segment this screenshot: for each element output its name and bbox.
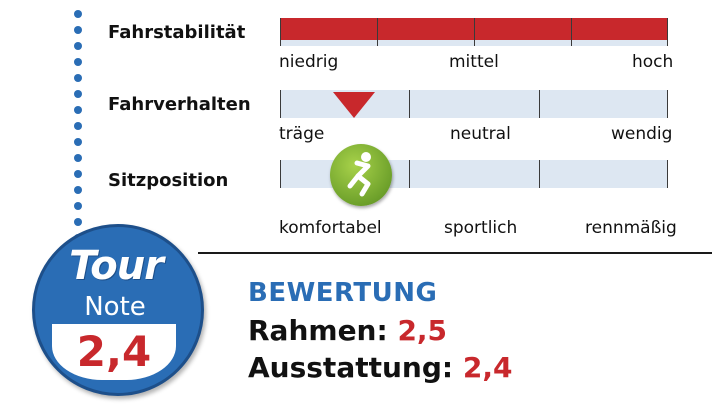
ausstattung-label: Ausstattung: — [248, 351, 454, 384]
scale-niedrig: niedrig — [279, 52, 339, 72]
scale-komfortabel: komfortabel — [279, 218, 382, 238]
scale-traege: träge — [279, 124, 325, 144]
fahrstabilitaet-track — [280, 18, 668, 46]
scale-sportlich: sportlich — [444, 218, 518, 238]
badge-note-value: 2,4 — [76, 327, 152, 376]
scale-wendig: wendig — [611, 124, 673, 144]
rahmen-label: Rahmen: — [248, 314, 388, 347]
fahrverhalten-marker-icon — [333, 92, 375, 118]
scale-rennmaessig: rennmäßig — [585, 218, 677, 238]
tour-logo: Tour — [69, 243, 164, 289]
horizontal-divider — [198, 252, 712, 254]
rating-rahmen: Rahmen: 2,5 — [248, 314, 447, 347]
fahrverhalten-label: Fahrverhalten — [108, 94, 251, 115]
badge-value-box — [52, 324, 176, 380]
rahmen-value: 2,5 — [397, 314, 448, 347]
rating-heading: BEWERTUNG — [248, 278, 438, 308]
rider-position-icon — [330, 144, 392, 206]
badge-note-label: Note — [84, 292, 146, 322]
ausstattung-value: 2,4 — [462, 351, 513, 384]
scale-mittel: mittel — [449, 52, 499, 72]
sitzposition-label: Sitzposition — [108, 170, 229, 191]
scale-neutral: neutral — [450, 124, 511, 144]
rating-ausstattung: Ausstattung: 2,4 — [248, 351, 512, 384]
scale-hoch: hoch — [632, 52, 674, 72]
dotted-divider — [74, 4, 84, 244]
fahrstabilitaet-label: Fahrstabilität — [108, 22, 246, 43]
